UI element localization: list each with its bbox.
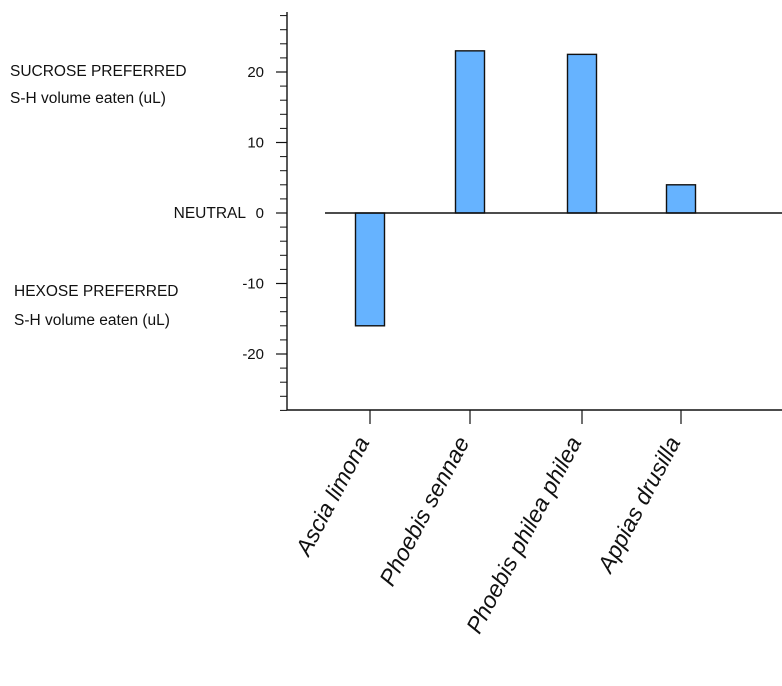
y-tick-label: -20 (242, 346, 264, 363)
y-tick-label: 20 (247, 64, 264, 81)
ticklabel-layer: 20 10 0 -10 -20 (242, 64, 264, 363)
hexose-preferred-label: HEXOSE PREFERRED (14, 283, 179, 300)
neutral-label: NEUTRAL (174, 205, 247, 222)
side-labels: SUCROSE PREFERRED S-H volume eaten (uL) … (10, 63, 246, 329)
bar (665, 184, 697, 214)
sucrose-preferred-label: SUCROSE PREFERRED (10, 63, 187, 80)
hexose-volume-label: S-H volume eaten (uL) (14, 312, 170, 329)
category-label: Ascia limona (289, 432, 374, 561)
sucrose-volume-label: S-H volume eaten (uL) (10, 90, 166, 107)
category-label: Phoebis philea philea (461, 432, 587, 637)
y-tick-label: 10 (247, 135, 264, 152)
axis-layer (276, 12, 782, 424)
bar (354, 212, 386, 327)
bar (566, 53, 598, 214)
category-label: Appias drusilla (591, 432, 685, 578)
y-tick-label: -10 (242, 276, 264, 293)
bar (454, 50, 486, 214)
y-tick-label: 0 (256, 205, 264, 222)
bars-layer (354, 50, 697, 327)
category-label: Phoebis sennae (374, 432, 474, 590)
